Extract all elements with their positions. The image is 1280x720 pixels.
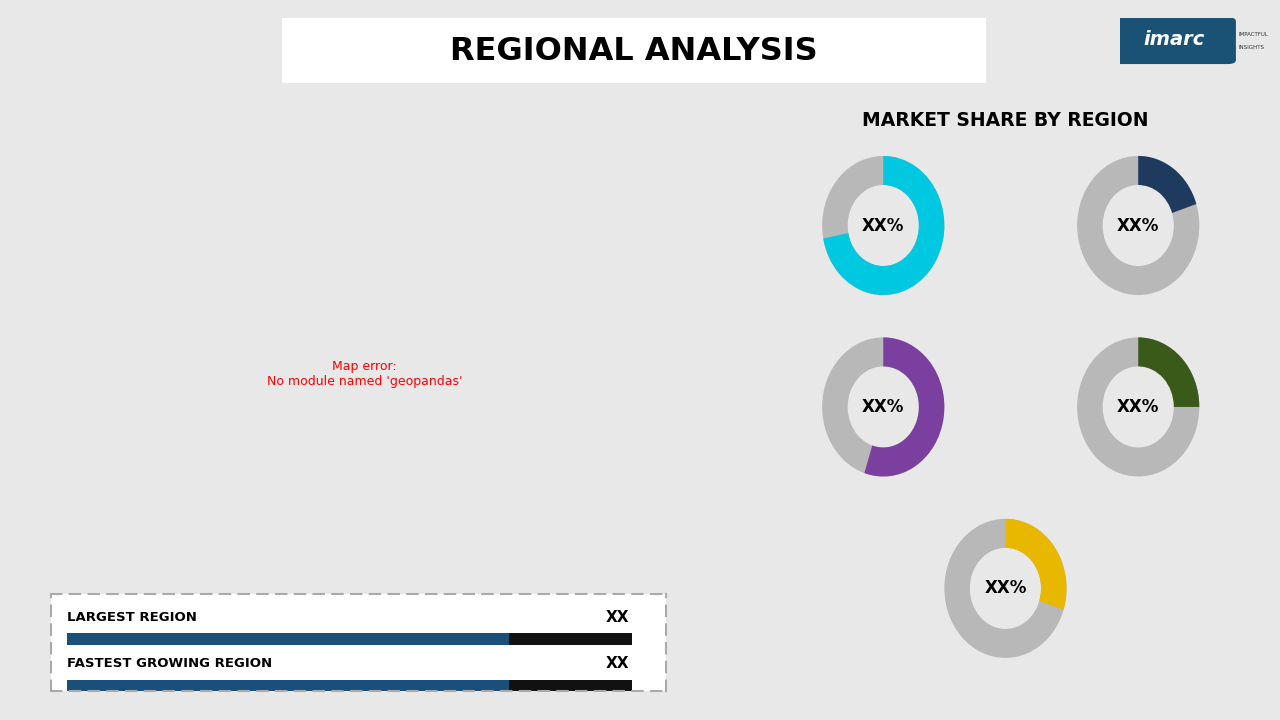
Wedge shape xyxy=(1138,338,1199,407)
Text: IMPACTFUL: IMPACTFUL xyxy=(1238,32,1268,37)
Wedge shape xyxy=(1006,519,1066,610)
Text: XX%: XX% xyxy=(1117,398,1160,416)
Wedge shape xyxy=(864,338,945,477)
Text: REGIONAL ANALYSIS: REGIONAL ANALYSIS xyxy=(449,36,818,67)
Text: XX%: XX% xyxy=(1117,217,1160,235)
Text: INSIGHTS: INSIGHTS xyxy=(1238,45,1265,50)
Text: FASTEST GROWING REGION: FASTEST GROWING REGION xyxy=(67,657,271,670)
Text: XX%: XX% xyxy=(861,217,905,235)
Wedge shape xyxy=(1078,338,1199,477)
Text: Map error:
No module named 'geopandas': Map error: No module named 'geopandas' xyxy=(268,361,462,388)
Text: XX: XX xyxy=(605,610,628,625)
Wedge shape xyxy=(822,156,945,295)
Text: XX%: XX% xyxy=(861,398,905,416)
Bar xyxy=(67,680,509,691)
Text: LARGEST REGION: LARGEST REGION xyxy=(67,611,196,624)
FancyBboxPatch shape xyxy=(1112,18,1235,63)
Bar xyxy=(67,633,509,644)
Wedge shape xyxy=(1078,156,1199,295)
Text: XX: XX xyxy=(605,657,628,672)
Text: imarc: imarc xyxy=(1143,30,1204,49)
Wedge shape xyxy=(822,338,945,477)
Bar xyxy=(509,633,632,644)
Text: XX%: XX% xyxy=(984,580,1027,598)
Wedge shape xyxy=(823,156,945,295)
Bar xyxy=(509,680,632,691)
Wedge shape xyxy=(945,519,1066,658)
FancyBboxPatch shape xyxy=(239,14,1028,86)
Text: MARKET SHARE BY REGION: MARKET SHARE BY REGION xyxy=(863,111,1148,130)
Wedge shape xyxy=(1138,156,1197,213)
